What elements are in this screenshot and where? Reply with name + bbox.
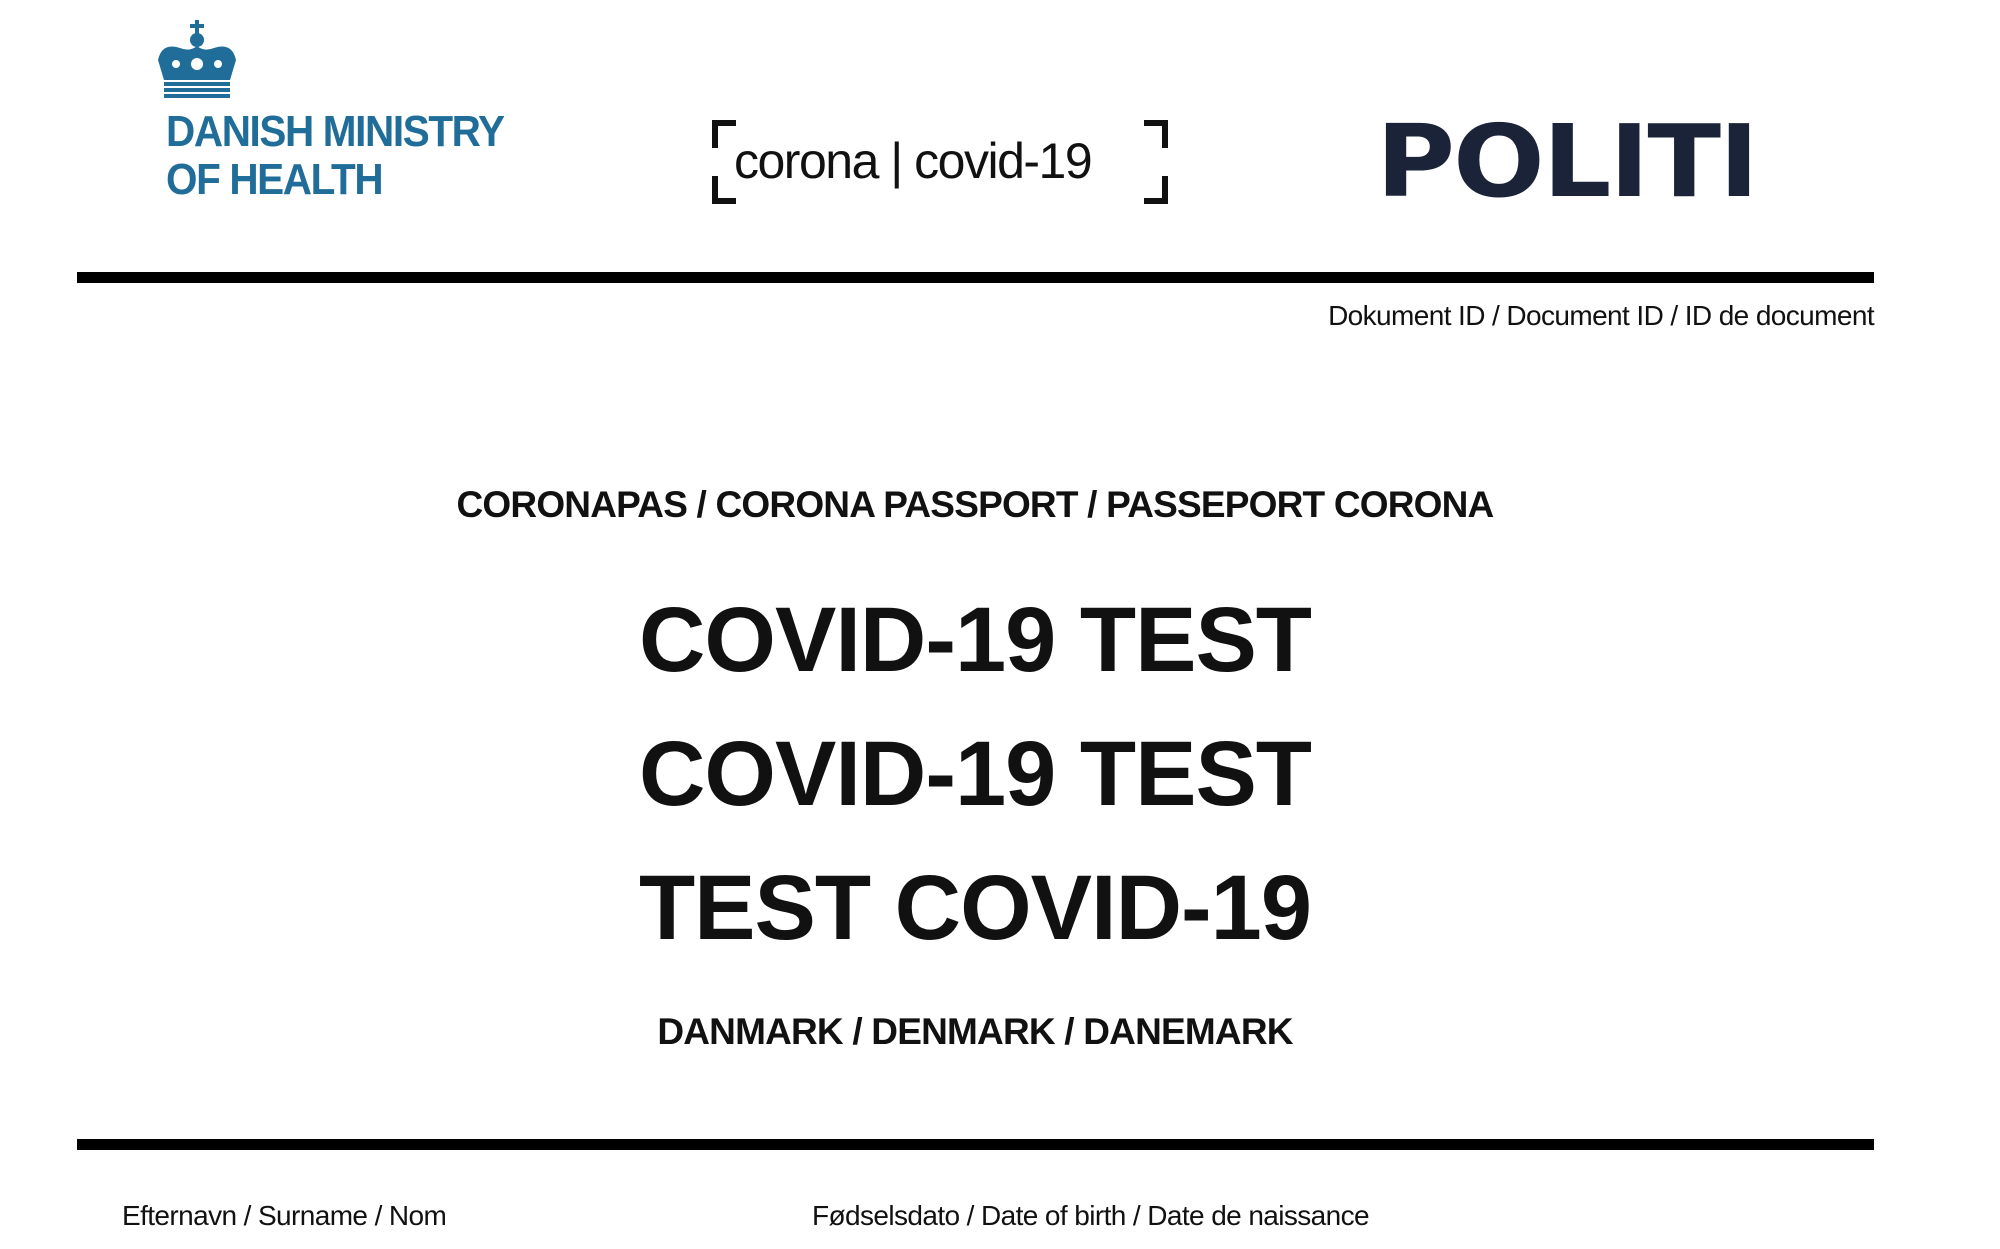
bracket-top-right (1144, 120, 1168, 148)
ministry-name-line2: OF HEALTH (166, 155, 384, 204)
bracket-top-left (712, 120, 736, 148)
country-label: DANMARK / DENMARK / DANEMARK (657, 1011, 1293, 1052)
date-of-birth-label: Fødselsdato / Date of birth / Date de na… (812, 1200, 1370, 1231)
document-subtitle: CORONAPAS / CORONA PASSPORT / PASSEPORT … (456, 484, 1495, 525)
politi-logo: POLITI (1376, 103, 1759, 220)
ministry-name-line1: DANISH MINISTRY (166, 107, 505, 156)
bottom-divider (77, 1139, 1874, 1150)
title-english: COVID-19 TEST (638, 723, 1312, 825)
corona-logo-text: corona | covid-19 (734, 133, 1093, 189)
surname-label: Efternavn / Surname / Nom (122, 1200, 447, 1231)
bracket-bottom-left (712, 176, 736, 204)
document-id-label: Dokument ID / Document ID / ID de docume… (1328, 300, 1875, 331)
title-french: TEST COVID-19 (638, 857, 1312, 959)
bracket-bottom-right (1144, 176, 1168, 204)
corona-covid19-logo: corona | covid-19 (712, 120, 1168, 204)
crown-icon (158, 20, 236, 98)
title-danish: COVID-19 TEST (638, 589, 1312, 691)
top-divider (77, 272, 1874, 283)
